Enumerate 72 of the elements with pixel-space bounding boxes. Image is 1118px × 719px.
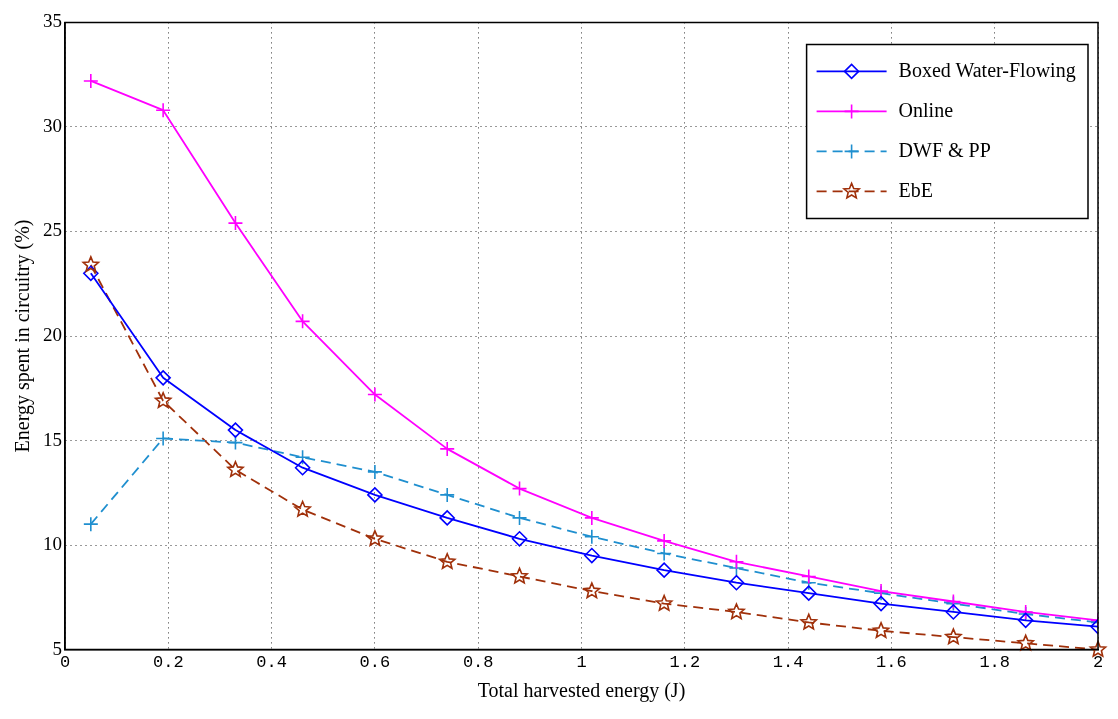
y-tick-label: 15 [43,428,62,450]
point [227,215,244,231]
point [656,545,672,562]
point [294,459,311,476]
point [800,585,817,601]
point [294,500,311,517]
y-tick-label: 30 [43,114,62,136]
y-tick-label: 25 [43,219,62,241]
point [367,487,383,503]
point [439,510,456,526]
point [1017,612,1034,629]
legend-label: Boxed Water-Flowing [898,58,1076,82]
point [511,510,528,526]
point [511,567,528,584]
point [584,547,600,564]
point [227,422,244,438]
point [83,265,99,282]
legend-label: EbE [898,178,934,201]
point [154,392,172,409]
point [155,430,171,447]
x-tick-label: 1.4 [772,653,804,673]
y-tick-label: 35 [43,10,62,32]
x-tick-label: 0 [59,653,71,673]
point [155,370,171,386]
point [583,582,601,599]
point [728,553,745,570]
point [439,487,456,503]
x-tick-label: 0.6 [359,653,391,673]
point [872,621,890,639]
point [439,441,456,457]
x-tick-label: 1.8 [979,653,1010,673]
point [83,516,99,532]
point [511,530,528,547]
x-tick-label: 1 [576,653,587,673]
point [800,568,817,585]
x-tick-label: 2 [1092,653,1104,673]
y-axis-title: Energy spent in circuitry (%) [11,219,35,453]
point [800,613,818,630]
point [367,464,383,480]
legend-label: DWF & PP [898,138,991,161]
point [945,604,962,620]
point [944,628,962,645]
point [1017,634,1035,651]
point [656,562,672,578]
point [155,102,171,119]
point [584,510,600,526]
point [294,313,311,330]
point [655,594,673,611]
y-tick-label: 10 [43,533,62,555]
x-tick-label: 1.2 [669,653,701,673]
point [438,552,456,570]
point [366,529,384,547]
x-tick-label: 0.2 [153,653,184,673]
x-tick-label: 0.8 [462,653,494,673]
point [873,595,889,612]
legend-label: Online [898,98,954,121]
point [511,480,528,497]
point [728,603,745,620]
point [1089,640,1107,657]
x-axis-title: Total harvested energy (J) [477,679,686,703]
point [83,73,99,89]
point [227,461,244,478]
x-tick-label: 0.4 [256,653,287,673]
point [82,256,100,273]
y-tick-label: 5 [52,637,62,659]
x-tick-label: 1.6 [876,653,907,673]
y-tick-label: 20 [43,323,62,345]
point [728,574,745,591]
point [367,386,383,403]
point [294,449,311,466]
point [584,528,600,545]
point [656,533,672,549]
